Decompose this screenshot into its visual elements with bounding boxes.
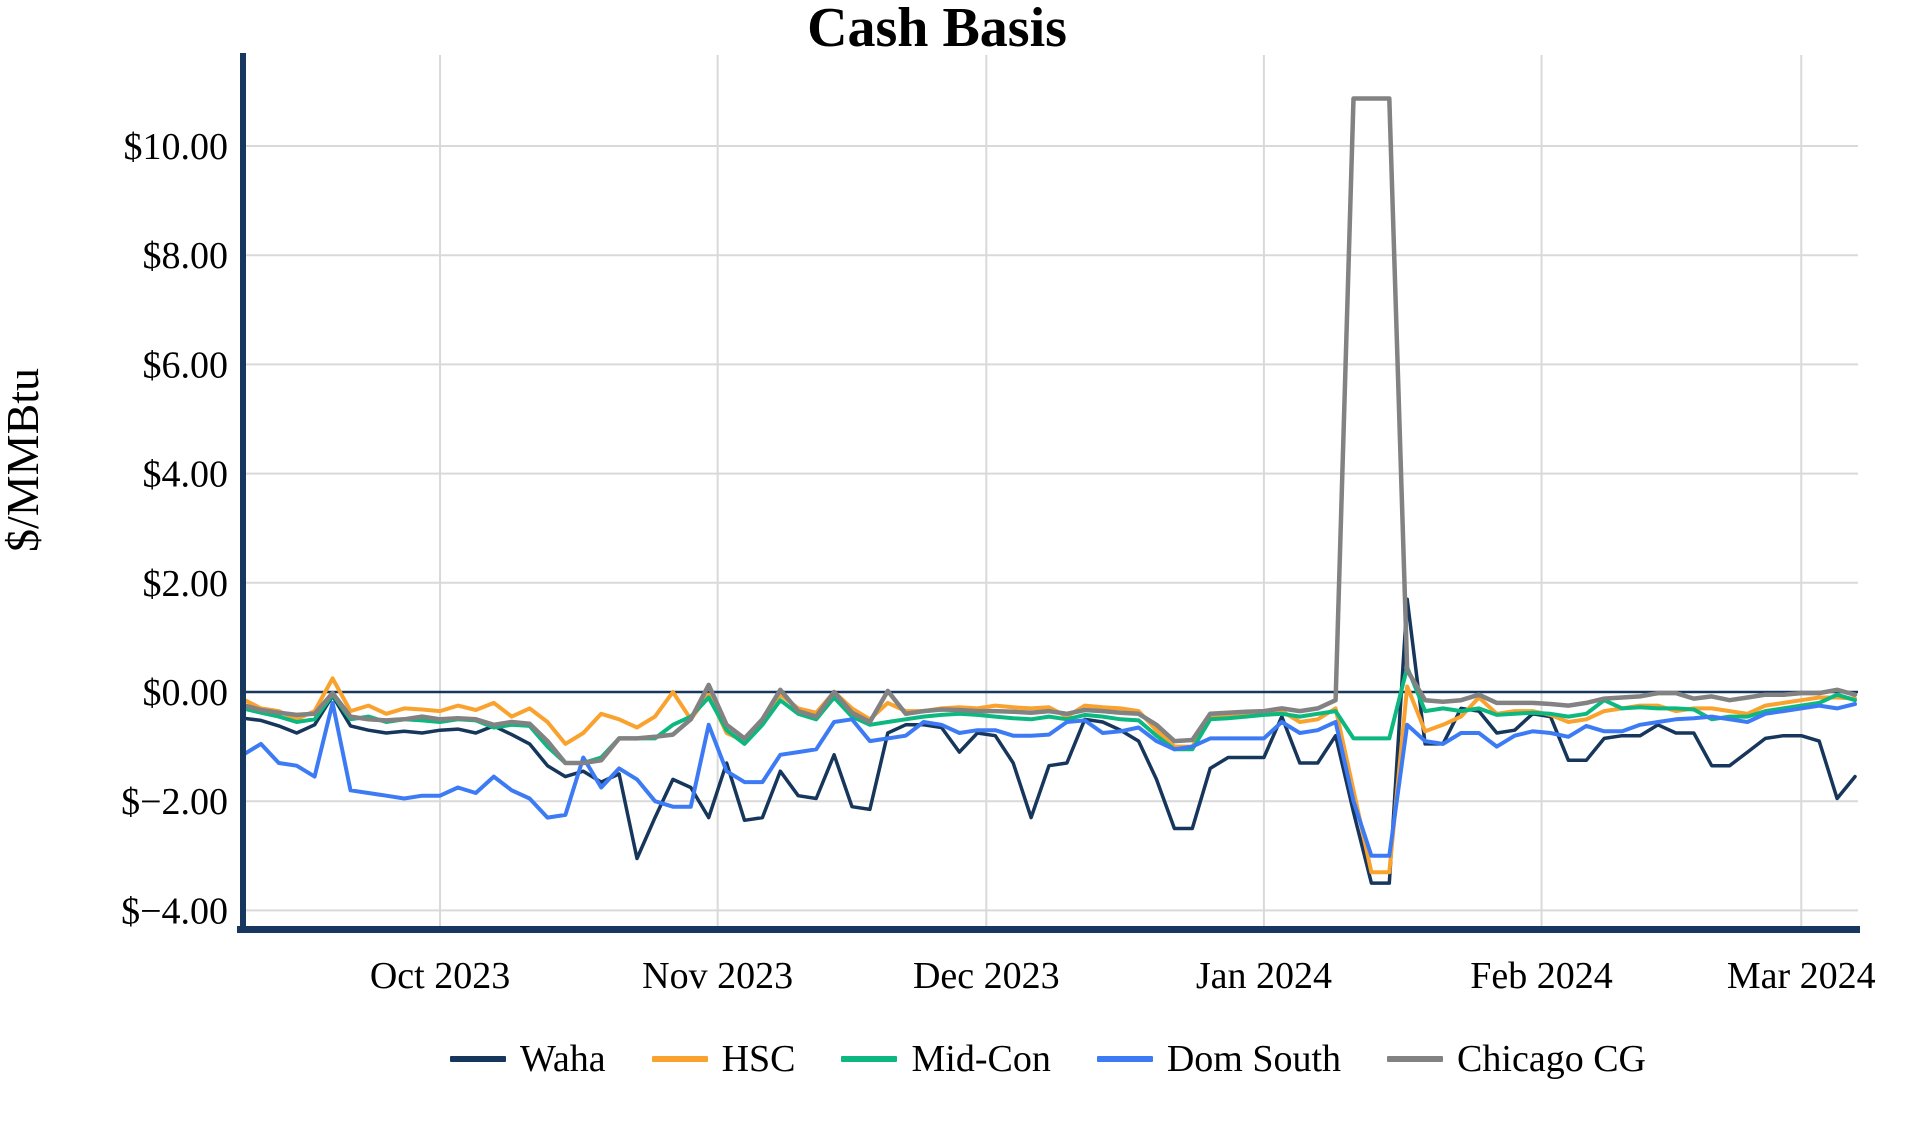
legend-swatch-waha	[450, 1056, 507, 1062]
x-tick-labels: Oct 2023 Nov 2023 Dec 2023 Jan 2024 Feb 2024…	[370, 955, 1876, 997]
x-tick-label: Feb 2024	[1470, 955, 1613, 997]
series-line-dom-south	[241, 700, 1857, 858]
y-tick-label: $8.00	[143, 235, 229, 277]
x-tick-label: Mar 2024	[1727, 955, 1876, 997]
y-tick-label: $−2.00	[121, 781, 228, 823]
y-tick-labels: $10.00 $8.00 $6.00 $4.00 $2.00 $0.00 $−2.00 $−4…	[121, 126, 228, 932]
legend-item-dom-south: Dom South	[1096, 1038, 1342, 1080]
series-line-mid-con	[241, 665, 1857, 765]
y-axis-line	[240, 53, 246, 932]
legend-label: HSC	[721, 1038, 796, 1080]
legend-swatch-hsc	[651, 1056, 708, 1062]
series-line-waha	[241, 597, 1857, 885]
legend-label: Dom South	[1166, 1038, 1342, 1080]
legend-label: Chicago CG	[1457, 1038, 1646, 1080]
legend-item-chicago-cg: Chicago CG	[1387, 1040, 1646, 1078]
x-tick-label: Jan 2024	[1196, 955, 1332, 997]
y-tick-label: $6.00	[143, 344, 229, 386]
x-axis-line	[237, 926, 1860, 933]
y-tick-label: $10.00	[124, 126, 229, 168]
chart-title: Cash Basis	[807, 0, 1067, 59]
legend-item-hsc: HSC	[651, 1038, 796, 1080]
x-tick-label: Dec 2023	[913, 955, 1060, 997]
legend-swatch-dom-south	[1096, 1056, 1153, 1062]
series-line-hsc	[241, 676, 1857, 875]
legend-label: Mid-Con	[911, 1038, 1051, 1080]
y-tick-label: $2.00	[143, 563, 229, 605]
series-lines	[240, 96, 1858, 885]
legend-swatch-chicago-cg	[1387, 1056, 1444, 1062]
legend: Waha HSC Mid-Con Dom South Chicago CG	[450, 1040, 1646, 1078]
gridlines	[243, 55, 1858, 926]
series-line-chicago-cg	[240, 96, 1858, 766]
y-tick-label: $4.00	[143, 454, 229, 496]
x-tick-label: Oct 2023	[370, 955, 510, 997]
legend-label: Waha	[520, 1038, 606, 1080]
legend-item-mid-con: Mid-Con	[841, 1038, 1051, 1080]
legend-item-waha: Waha	[450, 1040, 606, 1078]
legend-swatch-mid-con	[841, 1056, 898, 1062]
y-tick-label: $0.00	[143, 672, 229, 714]
y-axis-title: $/MMBtu	[0, 368, 48, 552]
y-tick-label: $−4.00	[121, 890, 228, 932]
x-tick-label: Nov 2023	[642, 955, 793, 997]
